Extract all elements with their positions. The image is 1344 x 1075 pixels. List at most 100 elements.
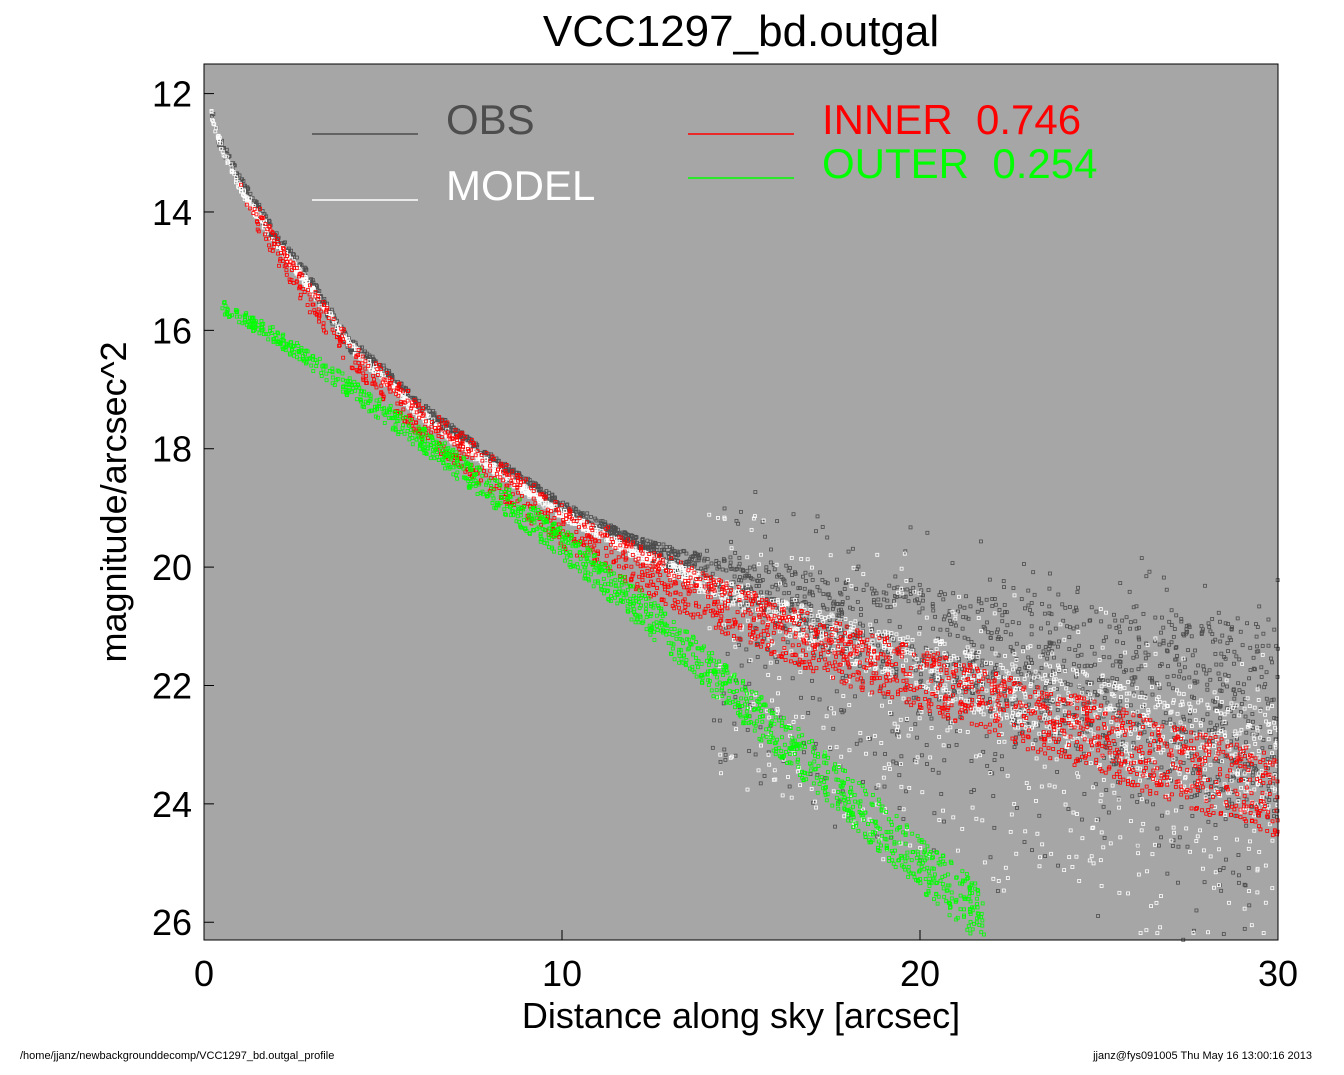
data-point bbox=[981, 624, 986, 629]
data-point bbox=[724, 568, 729, 573]
data-point bbox=[786, 590, 791, 595]
data-point bbox=[764, 565, 769, 570]
data-point bbox=[817, 697, 822, 702]
data-point bbox=[1266, 617, 1271, 622]
data-point bbox=[887, 619, 892, 624]
data-point bbox=[1250, 726, 1255, 731]
data-point bbox=[1155, 741, 1160, 746]
data-point bbox=[1250, 712, 1255, 716]
data-point bbox=[996, 653, 1001, 658]
data-point bbox=[810, 578, 815, 582]
data-point bbox=[1226, 622, 1231, 626]
data-point bbox=[1104, 788, 1109, 792]
data-point bbox=[1057, 639, 1061, 644]
data-point bbox=[802, 750, 806, 755]
data-point bbox=[1049, 612, 1054, 617]
data-point bbox=[1047, 640, 1052, 645]
data-point bbox=[1164, 587, 1169, 592]
data-point bbox=[1179, 805, 1184, 809]
data-point bbox=[1113, 618, 1118, 623]
data-point bbox=[1204, 671, 1209, 676]
data-point bbox=[881, 659, 886, 663]
data-point bbox=[813, 741, 818, 746]
data-point bbox=[976, 599, 981, 604]
data-point bbox=[1201, 664, 1206, 669]
data-point bbox=[1186, 623, 1191, 628]
data-point bbox=[283, 240, 287, 245]
data-point bbox=[1238, 629, 1243, 634]
data-point bbox=[1246, 719, 1251, 724]
data-point bbox=[799, 695, 803, 700]
data-point bbox=[1030, 848, 1034, 853]
data-point bbox=[1021, 645, 1026, 650]
data-point bbox=[1270, 754, 1274, 759]
data-point bbox=[753, 752, 758, 757]
data-point bbox=[803, 570, 808, 575]
data-point bbox=[791, 581, 796, 586]
data-point bbox=[729, 539, 733, 544]
data-point bbox=[1062, 713, 1067, 718]
data-point bbox=[796, 586, 801, 591]
data-point bbox=[1196, 663, 1200, 668]
data-point bbox=[1220, 633, 1225, 638]
data-point bbox=[1139, 664, 1144, 669]
data-point bbox=[1144, 574, 1149, 579]
data-point bbox=[1272, 716, 1277, 720]
data-point bbox=[1125, 720, 1130, 725]
data-point bbox=[728, 555, 733, 560]
data-point bbox=[1171, 686, 1176, 691]
data-point bbox=[1045, 656, 1050, 661]
data-point bbox=[1157, 686, 1162, 691]
data-point bbox=[1036, 723, 1040, 728]
data-point bbox=[585, 511, 590, 516]
data-point bbox=[1122, 669, 1127, 674]
data-point bbox=[882, 784, 887, 789]
data-point bbox=[1072, 713, 1077, 717]
data-point bbox=[1139, 690, 1144, 695]
data-point bbox=[1159, 662, 1164, 667]
data-point bbox=[678, 549, 683, 554]
data-point bbox=[1189, 634, 1194, 639]
data-point bbox=[929, 676, 934, 681]
data-point bbox=[722, 506, 727, 511]
data-point bbox=[1183, 730, 1188, 734]
data-point bbox=[737, 555, 742, 560]
data-point bbox=[1047, 586, 1052, 591]
data-point bbox=[1235, 616, 1240, 621]
data-point bbox=[739, 578, 744, 583]
data-point bbox=[1251, 666, 1256, 671]
data-point bbox=[1185, 844, 1190, 849]
data-point bbox=[1186, 648, 1190, 653]
data-point bbox=[840, 600, 845, 604]
data-point bbox=[718, 760, 723, 764]
data-point bbox=[874, 619, 878, 624]
data-point bbox=[1170, 844, 1175, 848]
data-point bbox=[1242, 882, 1247, 887]
data-point bbox=[1177, 662, 1181, 667]
data-point bbox=[887, 583, 892, 588]
data-point bbox=[1121, 641, 1126, 645]
data-point bbox=[1234, 654, 1239, 659]
data-point bbox=[948, 694, 953, 698]
data-point bbox=[1166, 682, 1171, 687]
data-point bbox=[1033, 738, 1038, 743]
data-point bbox=[1101, 655, 1106, 659]
data-point bbox=[1267, 798, 1272, 802]
data-point bbox=[942, 592, 947, 597]
data-point bbox=[931, 626, 935, 631]
data-point bbox=[1160, 813, 1164, 818]
data-point bbox=[944, 651, 949, 656]
data-point bbox=[1266, 784, 1271, 788]
data-point bbox=[1182, 665, 1187, 670]
data-point bbox=[1115, 639, 1119, 644]
data-point bbox=[838, 607, 843, 612]
data-point bbox=[892, 586, 897, 591]
data-point bbox=[1165, 741, 1170, 746]
data-point bbox=[1251, 719, 1255, 724]
data-point bbox=[292, 252, 296, 257]
data-point bbox=[1071, 626, 1076, 631]
data-point bbox=[1218, 868, 1222, 873]
data-point bbox=[1055, 770, 1060, 774]
data-point bbox=[1273, 798, 1278, 802]
